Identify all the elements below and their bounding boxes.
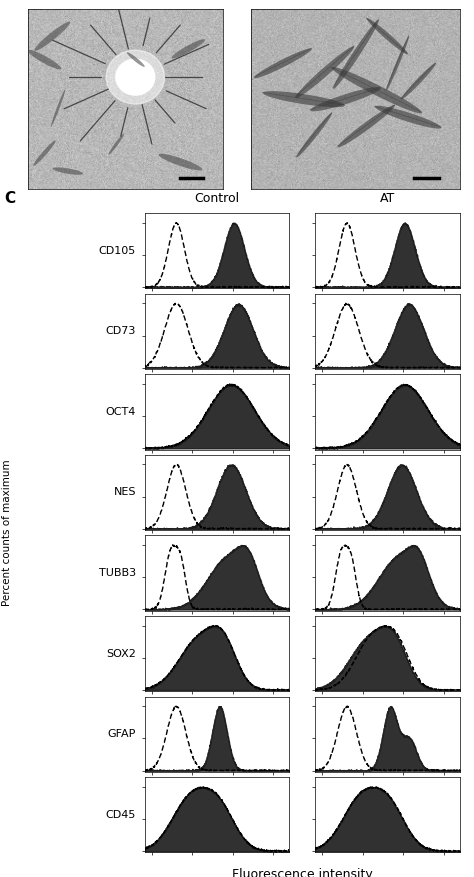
Text: C: C [5, 191, 16, 206]
Text: AT: AT [380, 192, 395, 204]
Text: Percent counts of maximum: Percent counts of maximum [2, 460, 12, 606]
Circle shape [116, 59, 155, 95]
Circle shape [106, 50, 164, 104]
Text: B: B [235, 0, 246, 4]
Text: CD105: CD105 [99, 246, 136, 256]
Text: OCT4: OCT4 [106, 407, 136, 417]
Text: Fluorescence intensity: Fluorescence intensity [232, 868, 373, 877]
Text: NES: NES [114, 488, 136, 497]
Text: Control: Control [194, 192, 239, 204]
Text: SOX2: SOX2 [106, 649, 136, 659]
Text: CD45: CD45 [106, 809, 136, 820]
Text: GFAP: GFAP [108, 729, 136, 739]
Text: A: A [13, 0, 25, 4]
Text: CD73: CD73 [106, 326, 136, 337]
Text: TUBB3: TUBB3 [99, 568, 136, 578]
